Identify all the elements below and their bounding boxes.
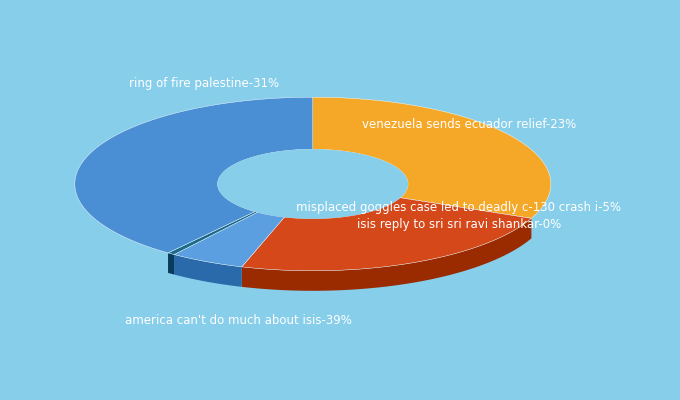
Ellipse shape	[218, 149, 408, 219]
Text: venezuela sends ecuador relief-23%: venezuela sends ecuador relief-23%	[362, 118, 577, 130]
Text: america can't do much about isis-39%: america can't do much about isis-39%	[124, 314, 352, 326]
Polygon shape	[255, 212, 257, 232]
Polygon shape	[242, 218, 531, 291]
Polygon shape	[75, 97, 313, 253]
Polygon shape	[284, 198, 401, 239]
Polygon shape	[168, 212, 257, 254]
Polygon shape	[174, 212, 284, 267]
Polygon shape	[257, 212, 284, 237]
Polygon shape	[242, 198, 531, 271]
Polygon shape	[168, 253, 174, 274]
Polygon shape	[313, 97, 551, 218]
Text: misplaced goggles case led to deadly c-130 crash i-5%
isis reply to sri sri ravi: misplaced goggles case led to deadly c-1…	[296, 201, 622, 231]
Polygon shape	[174, 254, 242, 287]
Text: ring of fire palestine-31%: ring of fire palestine-31%	[129, 78, 279, 90]
